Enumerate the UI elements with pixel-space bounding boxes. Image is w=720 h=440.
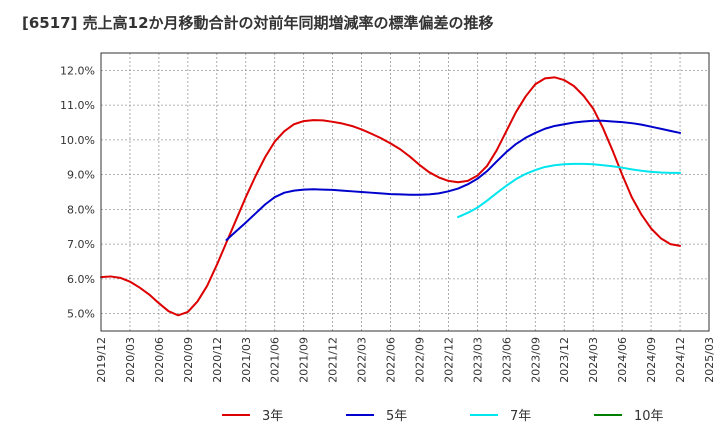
x-tick-label: 2025/03 bbox=[703, 337, 716, 383]
x-tick-label: 2020/09 bbox=[182, 337, 195, 383]
x-tick-label: 2020/12 bbox=[211, 337, 224, 383]
y-tick-label: 8.0% bbox=[67, 203, 95, 216]
x-tick-label: 2024/12 bbox=[674, 337, 687, 383]
x-tick-label: 2020/03 bbox=[124, 337, 137, 383]
x-tick-label: 2024/03 bbox=[587, 337, 600, 383]
x-tick-label: 2022/12 bbox=[442, 337, 455, 383]
series-layer bbox=[100, 76, 682, 317]
legend-label: 7年 bbox=[510, 409, 531, 424]
x-tick-label: 2024/06 bbox=[616, 337, 629, 383]
y-axis-ticks: 5.0% 6.0% 7.0% 8.0% 9.0% 10.0% 11.0% 12.0% bbox=[60, 64, 95, 320]
x-tick-label: 2021/09 bbox=[298, 337, 311, 383]
y-tick-label: 12.0% bbox=[60, 64, 95, 77]
x-tick-label: 2023/12 bbox=[558, 337, 571, 383]
legend-label: 10年 bbox=[634, 409, 664, 424]
legend-label: 5年 bbox=[386, 409, 407, 424]
x-tick-label: 2024/09 bbox=[645, 337, 658, 383]
y-tick-label: 9.0% bbox=[67, 169, 95, 182]
legend: 3年 5年 7年 10年 bbox=[222, 409, 664, 424]
series-line-7年 bbox=[457, 162, 682, 219]
y-tick-label: 5.0% bbox=[67, 308, 95, 321]
x-tick-label: 2021/06 bbox=[269, 337, 282, 383]
x-tick-label: 2023/09 bbox=[529, 337, 542, 383]
x-tick-label: 2023/06 bbox=[500, 337, 513, 383]
x-tick-label: 2020/06 bbox=[153, 337, 166, 383]
chart-title: [6517] 売上高12か月移動合計の対前年同期増減率の標準偏差の推移 bbox=[22, 14, 494, 32]
x-axis-ticks: 2019/12 2020/03 2020/06 2020/09 2020/12 2021/… bbox=[95, 337, 716, 383]
x-tick-label: 2022/09 bbox=[413, 337, 426, 383]
y-tick-label: 6.0% bbox=[67, 273, 95, 286]
x-tick-label: 2023/03 bbox=[471, 337, 484, 383]
y-tick-label: 10.0% bbox=[60, 134, 95, 147]
x-tick-label: 2021/12 bbox=[327, 337, 340, 383]
series-line-3年 bbox=[100, 76, 682, 317]
plot-frame bbox=[100, 52, 710, 332]
grid-layer bbox=[100, 53, 710, 331]
y-tick-label: 7.0% bbox=[67, 238, 95, 251]
x-tick-label: 2021/03 bbox=[240, 337, 253, 383]
x-tick-label: 2019/12 bbox=[95, 337, 108, 383]
y-tick-label: 11.0% bbox=[60, 99, 95, 112]
series-line-5年 bbox=[225, 119, 682, 241]
x-tick-label: 2022/03 bbox=[356, 337, 369, 383]
legend-label: 3年 bbox=[262, 409, 283, 424]
x-tick-label: 2022/06 bbox=[385, 337, 398, 383]
